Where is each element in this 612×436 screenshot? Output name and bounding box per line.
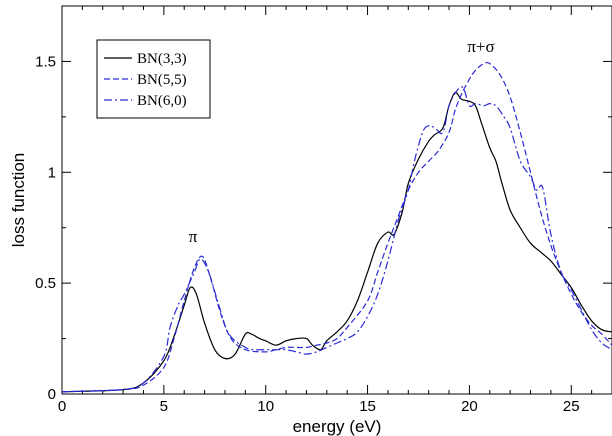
plot-frame: [61, 5, 612, 395]
x-tick-label: 15: [359, 398, 376, 415]
y-axis-title: loss function: [9, 153, 28, 248]
x-tick-label: 10: [257, 398, 274, 415]
x-axis-title: energy (eV): [293, 417, 382, 436]
y-tick-label: 0: [48, 386, 56, 403]
legend: BN(3,3) BN(5,5) BN(6,0): [96, 39, 211, 119]
series-lines: [61, 61, 612, 393]
legend-label-bn60: BN(6,0): [137, 93, 187, 109]
legend-label-bn55: BN(5,5): [137, 72, 187, 88]
tick-labels: 0 5 10 15 20 25 0 0.5 1 1.5: [35, 53, 579, 415]
y-tick-label: 1: [48, 164, 56, 181]
annotation-pi: π: [189, 227, 198, 246]
x-tick-label: 0: [58, 398, 66, 415]
x-tick-label: 25: [563, 398, 580, 415]
legend-label-bn33: BN(3,3): [137, 51, 187, 67]
series-line-bn55: [61, 61, 612, 393]
y-tick-label: 0.5: [35, 275, 56, 292]
series-line-bn60: [61, 86, 612, 393]
y-tick-label: 1.5: [35, 53, 56, 70]
x-tick-label: 5: [160, 398, 168, 415]
series-line-bn33: [61, 91, 612, 393]
x-tick-label: 20: [461, 398, 478, 415]
annotation-pi-sigma: π+σ: [467, 37, 494, 56]
